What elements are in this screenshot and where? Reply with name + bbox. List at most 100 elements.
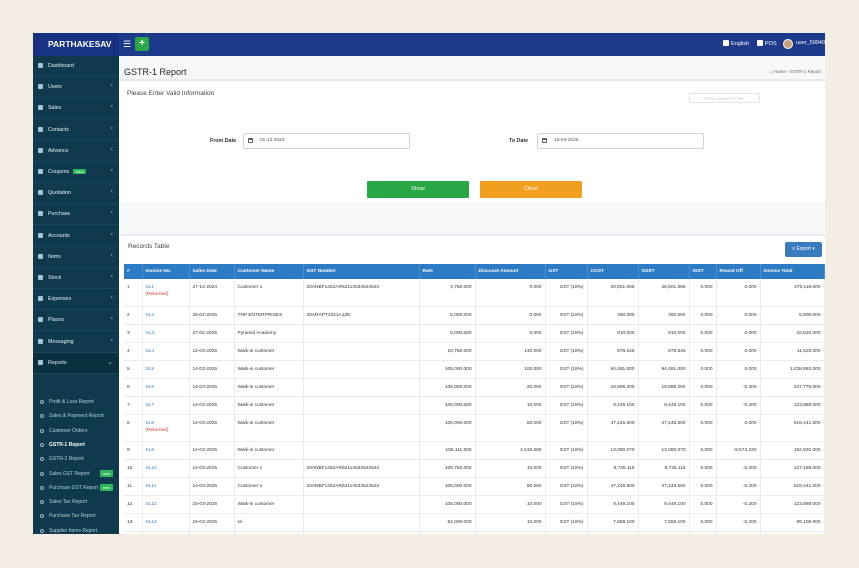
invoice-link[interactable]: SL2 — [145, 312, 155, 318]
column-header[interactable]: GST Number — [303, 264, 420, 279]
records-title: Records Table — [128, 243, 170, 250]
table-cell: 12-03-2025 — [189, 342, 235, 361]
invoice-link-cell[interactable]: SL14 — [142, 531, 190, 534]
column-header[interactable]: Customer Name — [234, 264, 304, 279]
table-cell: 0.000 — [689, 441, 717, 460]
table-cell: 9,449.100 — [638, 396, 690, 415]
sidebar-item-purchase[interactable]: Purchase ‹ — [33, 204, 119, 226]
column-header[interactable]: Rate — [419, 264, 476, 279]
invoice-link[interactable]: SL8 — [145, 420, 155, 426]
report-item-purchase-gst-report[interactable]: Purchase GST Report new — [33, 481, 119, 495]
sidebar-item-reports[interactable]: Reports ⌄ — [33, 352, 119, 374]
advance-filter-button[interactable]: Show Advance Filter — [689, 93, 760, 103]
sidebar-item-sales[interactable]: Sales ‹ — [33, 98, 119, 120]
breadcrumb[interactable]: ⌂ Home › GSTR-1 Report — [769, 69, 821, 74]
add-button[interactable]: + — [135, 37, 149, 51]
language-selector[interactable]: English — [723, 40, 749, 47]
close-button[interactable]: Close — [480, 181, 582, 198]
table-cell: Walk-in customer — [234, 495, 304, 514]
invoice-link[interactable]: SL4 — [145, 348, 155, 354]
invoice-link-cell[interactable]: SL3 — [142, 324, 190, 343]
sidebar-item-expenses[interactable]: Expenses ‹ — [33, 289, 119, 311]
export-button[interactable]: ≡ Export ▾ — [785, 242, 822, 257]
column-header[interactable]: Round Off — [716, 264, 761, 279]
sidebar-item-places[interactable]: Places ‹ — [33, 310, 119, 332]
report-item-sales-gst-report[interactable]: Sales GST Report new — [33, 467, 119, 481]
invoice-link[interactable]: SL9 — [145, 447, 155, 453]
pos-link[interactable]: POS — [757, 40, 777, 47]
table-cell: 0.000 — [689, 342, 717, 361]
invoice-link-cell[interactable]: SL6 — [142, 378, 190, 397]
sidebar-item-stock[interactable]: Stock ‹ — [33, 268, 119, 289]
invoice-link-cell[interactable]: SL1 (Returned) — [142, 279, 190, 307]
invoice-link-cell[interactable]: SL5 — [142, 360, 190, 379]
sidebar-item-messaging[interactable]: Messaging ‹ — [33, 332, 119, 353]
invoice-link-cell[interactable]: SL7 — [142, 396, 190, 415]
report-item-supplier-items-report[interactable]: Supplier Items Report — [33, 524, 119, 534]
invoice-link[interactable]: SL6 — [145, 384, 155, 390]
sidebar-item-advance[interactable]: Advance ‹ — [33, 141, 119, 162]
menu-toggle-icon[interactable]: ☰ — [123, 39, 132, 49]
avatar[interactable] — [783, 39, 793, 49]
sidebar-item-coupons[interactable]: Coupons new ‹ — [33, 162, 119, 183]
column-header[interactable]: Invoice No. — [142, 264, 190, 279]
circle-icon — [40, 442, 44, 447]
table-cell: GST (18%) — [545, 459, 588, 478]
invoice-link[interactable]: SL1 — [145, 285, 155, 290]
invoice-link[interactable]: SL3 — [145, 330, 155, 336]
invoice-link[interactable]: SL7 — [145, 402, 155, 408]
report-item-sales-payment-report[interactable]: Sales & Payment Report — [33, 409, 119, 423]
sidebar-item-contacts[interactable]: Contacts ‹ — [33, 120, 119, 141]
app-window: PARTHAKESAV ☰ + English POS user_59940 D… — [33, 33, 825, 534]
table-cell: 13,080.070 — [638, 441, 690, 460]
brand-logo[interactable]: PARTHAKESAV — [33, 33, 119, 56]
to-date-input[interactable]: 19-03-2025 — [537, 133, 704, 149]
column-header[interactable]: CGST — [587, 264, 639, 279]
report-item-purchase-tax-report[interactable]: Purchase Tax Report — [33, 509, 119, 523]
table-cell: 14-03-2025 — [189, 441, 235, 460]
table-cell: 123,888.000 — [760, 396, 825, 415]
invoice-link-cell[interactable]: SL10 — [142, 459, 190, 478]
invoice-link-cell[interactable]: SL8 (Returned) — [142, 414, 190, 442]
invoice-link-cell[interactable]: SL12 — [142, 495, 190, 514]
report-item-gstr-2-report[interactable]: GSTR-2 Report — [33, 452, 119, 466]
table-cell: Walk-in customer — [234, 531, 304, 534]
invoice-link[interactable]: SL12 — [145, 501, 157, 507]
column-header[interactable]: Sales Date — [189, 264, 235, 279]
invoice-link[interactable]: SL5 — [145, 366, 155, 372]
column-header[interactable]: # — [124, 264, 143, 279]
purchase-icon — [38, 211, 43, 217]
table-cell: 0.000 — [475, 279, 546, 307]
from-date-input[interactable]: 01-12-2023 — [243, 133, 410, 149]
report-item-gstr-1-report[interactable]: GSTR-1 Report — [33, 438, 119, 452]
invoice-link-cell[interactable]: SL2 — [142, 306, 190, 325]
sidebar-item-dashboard[interactable]: Dashboard — [33, 56, 119, 77]
sidebar-item-items[interactable]: Items ‹ — [33, 247, 119, 268]
column-header[interactable]: SGST — [638, 264, 690, 279]
report-item-profit-loss-report[interactable]: Profit & Loss Report — [33, 395, 119, 409]
table-cell: 10,620.000 — [760, 324, 825, 343]
report-item-customer-orders[interactable]: Customer Orders — [33, 424, 119, 438]
chevron-icon: ⌄ — [107, 358, 113, 366]
invoice-link-cell[interactable]: SL13 — [142, 513, 190, 532]
sidebar-item-accounts[interactable]: Accounts ‹ — [33, 226, 119, 247]
column-header[interactable]: Invoice Total — [760, 264, 825, 279]
table-row: 1 SL1 (Returned) 27-12-2024 Customer 1 33ANBF… — [124, 279, 825, 307]
invoice-link[interactable]: SL13 — [145, 519, 157, 525]
sidebar-item-quotation[interactable]: Quotation ‹ — [33, 183, 119, 205]
table-cell: 14-03-2025 — [189, 414, 235, 442]
invoice-link[interactable]: SL11 — [145, 483, 157, 489]
report-item-sales-tax-report[interactable]: Sales Tax Report — [33, 495, 119, 509]
invoice-link-cell[interactable]: SL9 — [142, 441, 190, 460]
show-button[interactable]: Show — [367, 181, 469, 198]
column-header[interactable]: IGST — [689, 264, 717, 279]
column-header[interactable]: GST — [545, 264, 588, 279]
invoice-link-cell[interactable]: SL4 — [142, 342, 190, 361]
user-menu[interactable]: user_59940 — [796, 40, 825, 46]
column-header[interactable]: Discount Amount — [475, 264, 546, 279]
table-cell: 100.000 — [475, 360, 546, 379]
invoice-link[interactable]: SL10 — [145, 465, 157, 471]
sidebar-item-users[interactable]: Users ‹ — [33, 77, 119, 99]
invoice-link-cell[interactable]: SL11 — [142, 477, 190, 496]
table-cell: 9,449.100 — [638, 495, 690, 514]
